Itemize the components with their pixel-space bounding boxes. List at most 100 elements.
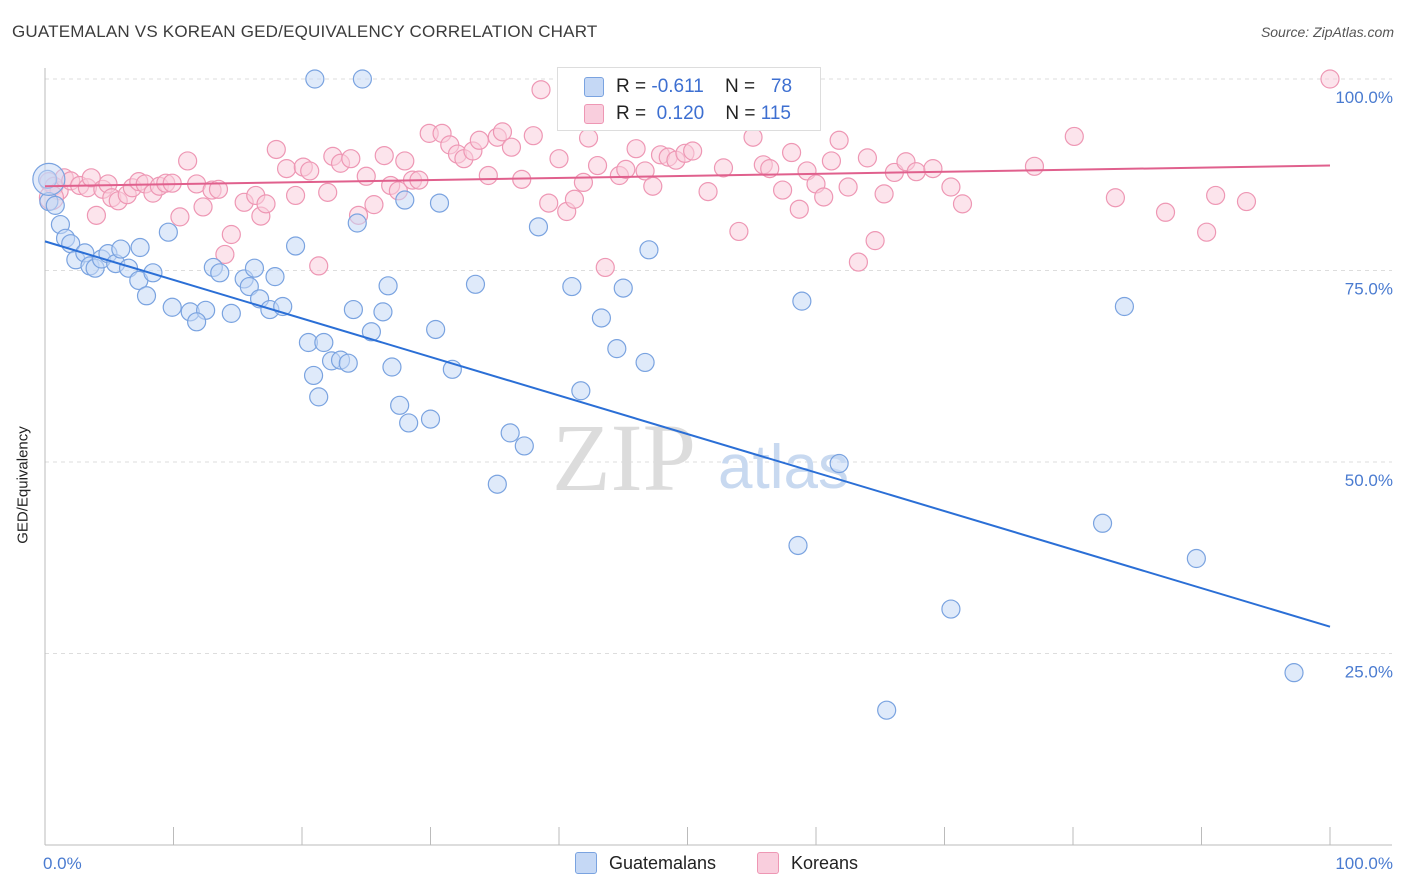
guatemalan-point-17 — [130, 237, 150, 258]
bottom-legend-label-guatemalans: Guatemalans — [609, 852, 717, 873]
guatemalan-point-64 — [613, 278, 633, 298]
korean-point-67 — [549, 149, 569, 169]
korean-point-28 — [221, 224, 241, 245]
legend-swatch-pink — [584, 104, 604, 124]
guatemalan-point-73 — [1114, 296, 1135, 317]
korean-point-24 — [193, 197, 213, 217]
x-tick-label-min: 0.0% — [43, 854, 82, 873]
guatemalan-point-43 — [347, 213, 367, 233]
korean-point-71 — [578, 128, 599, 148]
n-label: N = — [725, 103, 761, 124]
korean-point-84 — [698, 182, 718, 202]
n-value-koreans: 115 — [760, 103, 791, 124]
y-tick-label-25: 25.0% — [1345, 663, 1393, 682]
korean-point-8 — [86, 205, 107, 225]
korean-point-59 — [478, 165, 498, 186]
guatemalan-point-26 — [221, 303, 241, 323]
korean-point-21 — [170, 207, 190, 227]
guatemalan-point-55 — [465, 274, 486, 294]
n-value-guatemalans: 78 — [770, 76, 793, 97]
korean-point-58 — [469, 130, 489, 150]
korean-point-27 — [215, 244, 235, 265]
korean-point-86 — [729, 221, 749, 242]
guatemalan-point-58 — [514, 436, 534, 456]
x-tick-label-max: 100.0% — [1335, 854, 1393, 873]
korean-point-65 — [531, 80, 551, 100]
guatemalan-point-70 — [877, 700, 897, 720]
korean-point-45 — [364, 195, 384, 215]
guatemalan-point-63 — [607, 339, 627, 359]
bottom-legend-koreans: Koreans — [757, 852, 858, 874]
guatemalan-point-71 — [941, 599, 961, 619]
korean-point-46 — [374, 146, 394, 166]
legend-stats-koreans: R = 0.120 N = 115 — [616, 103, 791, 125]
korean-trend-line — [44, 164, 1331, 188]
guatemalan-point-34 — [285, 236, 306, 256]
guatemalan-point-67 — [788, 535, 808, 556]
guatemalan-point-16 — [136, 286, 157, 306]
guatemalan-point-72 — [1092, 513, 1113, 533]
korean-point-112 — [1155, 202, 1176, 222]
guatemalan-point-37 — [309, 387, 329, 407]
y-tick-label-75: 75.0% — [1345, 280, 1393, 299]
korean-point-90 — [772, 180, 793, 200]
guatemalan-points — [32, 69, 1304, 720]
korean-point-44 — [356, 166, 376, 186]
guatemalan-point-77 — [352, 69, 372, 89]
guatemalan-point-56 — [487, 474, 507, 494]
korean-point-99 — [848, 252, 869, 272]
korean-point-108 — [952, 194, 973, 214]
korean-point-110 — [1064, 126, 1084, 147]
guatemalan-point-32 — [265, 267, 285, 287]
guatemalan-point-41 — [338, 353, 358, 373]
korean-point-85 — [713, 158, 734, 178]
korean-point-66 — [539, 193, 559, 213]
guatemalan-point-48 — [390, 395, 410, 415]
guatemalan-point-59 — [528, 217, 549, 237]
guatemalan-point-47 — [382, 357, 402, 377]
bottom-legend-swatch-pink — [757, 852, 779, 874]
guatemalan-point-54 — [429, 193, 450, 213]
guatemalan-point-76 — [305, 69, 325, 89]
guatemalan-point-13 — [111, 239, 131, 259]
guatemalan-point-42 — [343, 299, 363, 320]
y-tick-label-100: 100.0% — [1335, 88, 1393, 107]
korean-point-83 — [683, 141, 703, 161]
korean-point-61 — [492, 122, 513, 142]
korean-point-64 — [523, 126, 543, 146]
watermark: ZIP atlas — [552, 404, 849, 511]
korean-point-101 — [865, 231, 885, 251]
bottom-legend-guatemalans: Guatemalans — [575, 852, 716, 874]
guatemalan-point-52 — [426, 319, 446, 340]
bottom-legend-swatch-blue — [575, 852, 597, 874]
korean-points — [38, 69, 1340, 278]
korean-point-75 — [616, 159, 636, 179]
korean-point-96 — [821, 151, 842, 171]
korean-point-69 — [564, 189, 585, 209]
legend-stats-guatemalans: R = -0.611 N = 78 — [616, 76, 792, 98]
legend: R = -0.611 N = 78 R = 0.120 N = 115 — [557, 67, 821, 131]
korean-point-111 — [1105, 188, 1126, 208]
korean-point-98 — [838, 177, 858, 197]
guatemalan-point-19 — [158, 222, 178, 242]
guatemalan-point-29 — [244, 258, 265, 278]
korean-point-73 — [595, 257, 615, 278]
korean-point-97 — [829, 130, 849, 150]
guatemalan-point-75 — [1284, 663, 1304, 683]
guatemalan-point-61 — [571, 381, 591, 401]
korean-point-35 — [285, 185, 306, 206]
korean-point-77 — [635, 161, 655, 181]
korean-point-106 — [923, 159, 943, 179]
korean-point-62 — [501, 137, 522, 157]
y-tick-label-50: 50.0% — [1345, 471, 1393, 490]
korean-point-38 — [309, 256, 329, 276]
tick-labels: 100.0% 75.0% 50.0% 25.0% 0.0% 100.0% — [43, 88, 1393, 873]
guatemalan-point-69 — [829, 453, 849, 474]
chart-title: GUATEMALAN VS KOREAN GED/EQUIVALENCY COR… — [12, 22, 598, 41]
chart-source: Source: ZipAtlas.com — [1260, 24, 1394, 40]
watermark-atlas: atlas — [718, 433, 849, 502]
korean-point-100 — [857, 148, 878, 168]
guatemalan-trend-line — [44, 240, 1331, 628]
guatemalan-cluster-point — [32, 162, 66, 196]
